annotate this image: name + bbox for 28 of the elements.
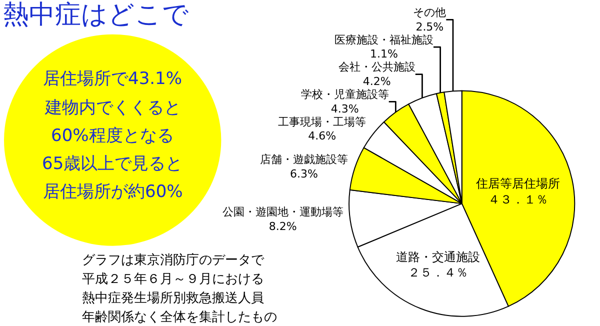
- data-label: ２５．４％: [408, 265, 468, 280]
- data-label: 4.3%: [330, 102, 359, 116]
- slice-label: 会社・公共施設: [338, 60, 416, 74]
- slice-label: 公園・遊園地・運動場等: [222, 206, 344, 219]
- text: 熱中症発生場所別救急搬送人員: [82, 291, 264, 306]
- text: 居住場所で43.1%: [43, 69, 182, 89]
- data-label: 6.3%: [290, 167, 318, 180]
- data-label: 4.2%: [362, 74, 391, 88]
- chart-title: 熱中症はどこで: [3, 0, 189, 30]
- slice-label: 学校・児童施設等: [300, 88, 389, 101]
- data-label: 4.6%: [308, 130, 336, 143]
- data-label: 1.1%: [370, 48, 398, 61]
- text: 65歳以上で見ると: [42, 154, 183, 174]
- text: 建物内でくくると: [44, 98, 181, 118]
- data-label: ４３．１％: [488, 192, 548, 206]
- data-label: 2.5%: [416, 20, 444, 34]
- text: 年齢関係なく全体を集計したもの: [82, 310, 277, 325]
- text: 居住場所が約60%: [43, 182, 183, 202]
- text: 平成２５年６月～９月における: [82, 272, 264, 287]
- text: グラフは東京消防庁のデータで: [82, 252, 265, 268]
- text: 60%程度となる: [51, 126, 174, 146]
- slice-label: 道路・交通施設: [396, 250, 480, 264]
- slice-label: 住居等居住場所: [475, 176, 560, 191]
- slice-label: 工事現場・工場等: [278, 115, 366, 128]
- slice-label: その他: [413, 6, 446, 20]
- slice-label: 医療施設・福祉施設: [334, 33, 434, 46]
- data-label: 8.2%: [268, 220, 297, 233]
- slice-label: 店舗・遊戯施設等: [260, 153, 348, 166]
